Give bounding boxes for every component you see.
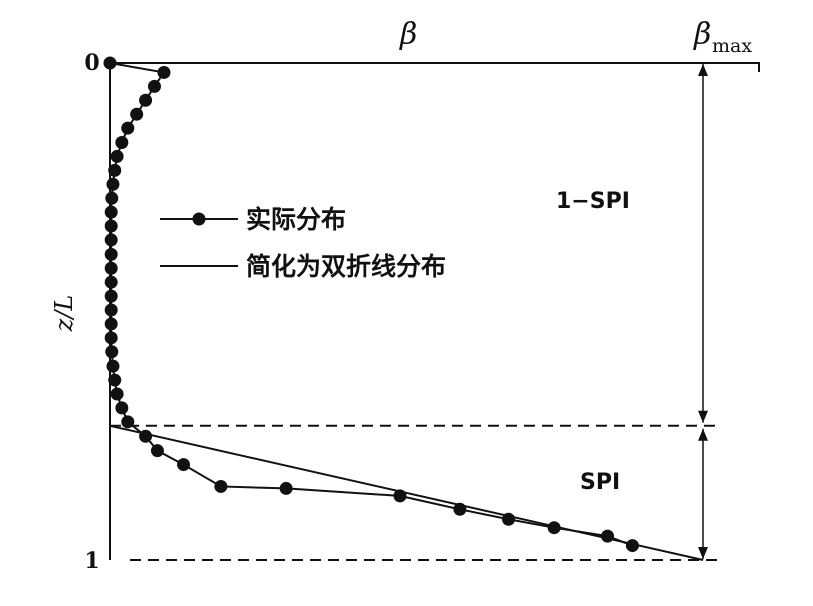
data-point-actual [121, 415, 135, 429]
dimension-arrow-spi-head-bottom [698, 547, 708, 559]
series-line-actual [109, 62, 633, 547]
data-point-actual [104, 261, 118, 275]
legend-simplified-label: 简化为双折线分布 [246, 252, 446, 281]
dimension-arrow-spi-head-top [698, 428, 708, 441]
data-point-actual [139, 93, 153, 107]
data-point-actual [104, 233, 118, 247]
data-point-actual [601, 529, 615, 543]
data-point-actual [105, 345, 119, 359]
data-point-actual [108, 373, 122, 387]
legend-actual-marker [192, 212, 206, 226]
region-label-1-spi: 1−SPI [556, 189, 630, 214]
data-point-actual [130, 107, 144, 121]
data-point-actual [121, 121, 135, 135]
series-layer [103, 56, 704, 561]
data-point-actual [104, 247, 118, 261]
data-point-actual [150, 444, 164, 458]
data-point-actual [279, 481, 293, 495]
series-line-simplified [109, 63, 704, 561]
data-point-actual [104, 205, 118, 219]
data-point-actual [108, 163, 122, 177]
region-label-spi: SPI [580, 470, 620, 495]
dimension-arrows [698, 64, 708, 559]
y-axis-label: z/L [50, 295, 78, 333]
data-point-actual [177, 458, 191, 472]
data-point-actual [139, 429, 153, 443]
y-tick-1: 1 [84, 548, 99, 574]
data-point-actual [104, 275, 118, 289]
y-tick-0: 0 [84, 50, 99, 76]
dimension-arrow-1-spi-head-bottom [698, 410, 708, 423]
legend: 实际分布 简化为双折线分布 [160, 205, 446, 281]
x-axis-max-subscript: max [712, 35, 752, 57]
data-point-actual [115, 401, 129, 415]
data-point-actual [110, 149, 124, 163]
data-point-actual [104, 219, 118, 233]
data-point-actual [115, 136, 129, 150]
data-point-actual [106, 177, 120, 191]
dimension-arrow-1-spi-head-top [698, 64, 708, 76]
data-point-actual [110, 387, 124, 401]
data-point-actual [104, 317, 118, 331]
x-axis-label: β [399, 17, 417, 52]
legend-actual-label: 实际分布 [246, 205, 346, 234]
data-point-actual [106, 359, 120, 373]
data-point-actual [105, 191, 119, 205]
x-axis-max-label: β [693, 17, 711, 52]
data-point-actual [547, 521, 561, 535]
data-point-actual [157, 65, 171, 79]
data-point-actual [214, 479, 228, 493]
data-point-actual [104, 303, 118, 317]
data-point-actual [147, 79, 161, 93]
data-point-actual [104, 331, 118, 345]
data-point-actual [104, 289, 118, 303]
